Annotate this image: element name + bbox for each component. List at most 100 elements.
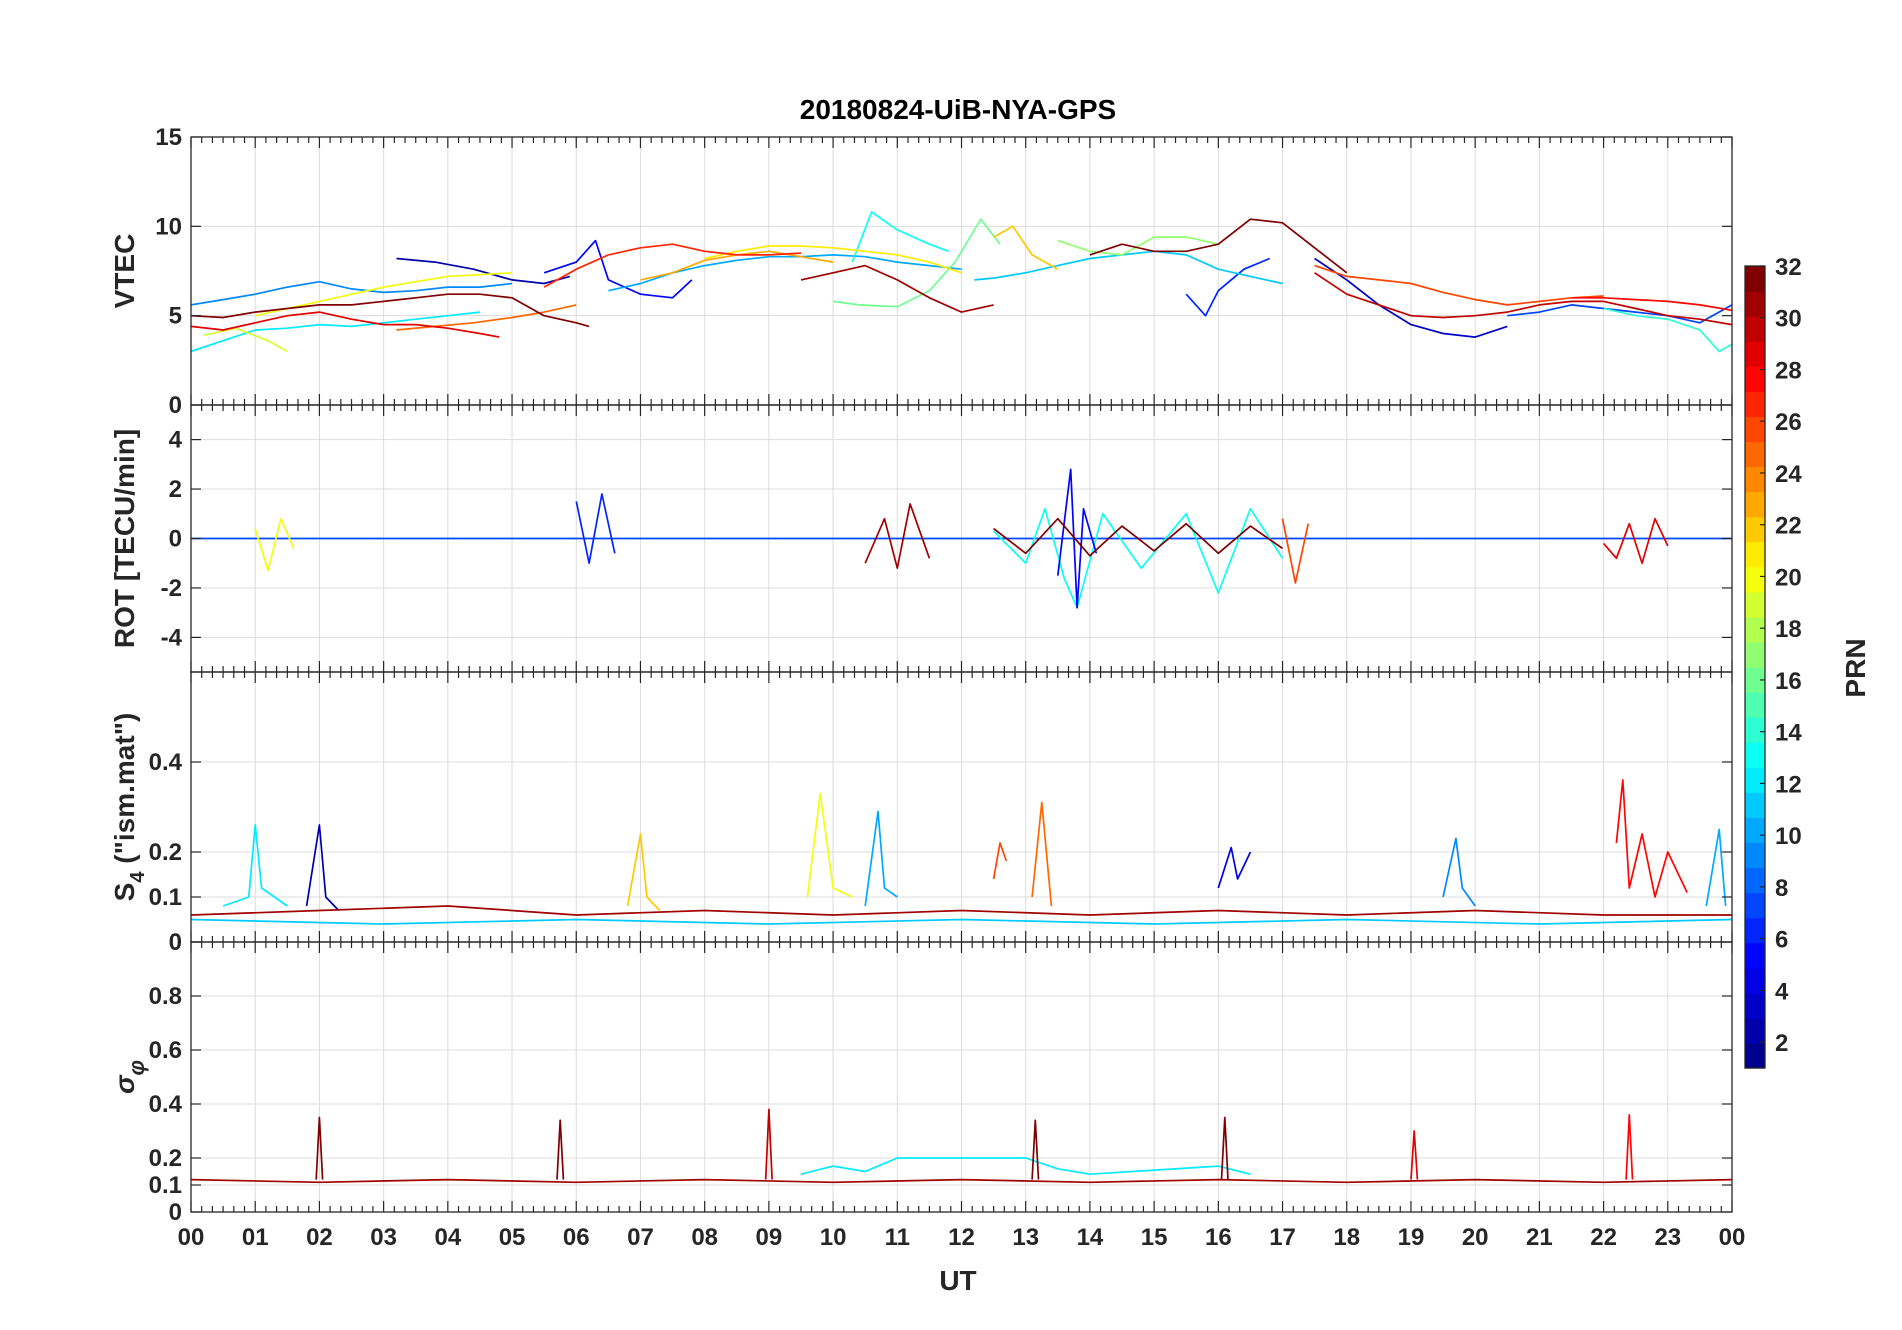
y-tick-label: 0 [169, 392, 182, 419]
colorbar-cell [1745, 767, 1765, 793]
colorbar-cell [1745, 316, 1765, 342]
colorbar-tick-label: 30 [1775, 306, 1802, 333]
y-axis-label: ROT [TECU/min] [109, 429, 140, 648]
x-tick-label: 20 [1462, 1224, 1489, 1251]
colorbar-cell [1745, 792, 1765, 818]
series-prn-29 [1410, 1130, 1419, 1180]
colorbar-tick-label: 14 [1775, 720, 1802, 747]
y-tick-label: 0.2 [149, 1145, 182, 1172]
series-prn-7 [1507, 304, 1732, 324]
series-prn-31 [800, 264, 994, 313]
colorbar-tick-label: 18 [1775, 616, 1802, 643]
series-prn-32 [1220, 1116, 1229, 1180]
colorbar-cell [1745, 692, 1765, 718]
colorbar-tick-label: 6 [1775, 927, 1788, 954]
x-tick-label: 06 [563, 1224, 590, 1251]
colorbar-tick-label: 26 [1775, 409, 1802, 436]
y-tick-label: 0 [169, 929, 182, 956]
colorbar-cell [1745, 466, 1765, 493]
x-axis: 00 01 02 03 04 05 06 07 08 09 10 11 12 13 14 15 16 17 18 19… [178, 1224, 1746, 1251]
series-prn-20 [806, 792, 853, 898]
x-tick-label: 04 [434, 1224, 461, 1251]
series-prn-6 [575, 493, 616, 565]
series-prn-9 [1442, 837, 1476, 907]
y-tick-label: -4 [161, 624, 183, 651]
series-prn-5 [1056, 468, 1098, 609]
colorbar-tick-label: 10 [1775, 823, 1802, 850]
series-prn-32 [315, 1116, 324, 1180]
colorbar-label: PRN [1840, 638, 1871, 697]
series-group [191, 1108, 1732, 1184]
colorbar-cell [1745, 917, 1765, 944]
x-tick-label: 00 [178, 1224, 205, 1251]
y-tick-label: 15 [155, 124, 182, 151]
y-tick-label: 0 [169, 526, 182, 553]
colorbar-cell [1745, 291, 1765, 317]
series-prn-31 [191, 905, 1732, 916]
x-tick-label: 07 [627, 1224, 654, 1251]
series-prn-3 [1314, 257, 1508, 338]
series-prn-13 [851, 211, 949, 263]
colorbar-cell [1745, 892, 1765, 919]
x-tick-label: 19 [1398, 1224, 1425, 1251]
x-tick-label: 12 [948, 1224, 975, 1251]
series-prn-28 [1571, 296, 1732, 312]
y-tick-label: 0.1 [149, 884, 182, 911]
y-tick-label: 0.4 [149, 749, 183, 776]
series-prn-20 [254, 517, 295, 572]
series-prn-32 [993, 517, 1283, 557]
colorbar-cell [1745, 1017, 1765, 1044]
series-prn-32 [191, 293, 590, 328]
series-prn-17 [1057, 236, 1219, 256]
series-group [191, 779, 1732, 925]
y-tick-label: 0.2 [149, 839, 182, 866]
series-prn-22 [626, 833, 661, 912]
x-tick-label: 08 [691, 1224, 718, 1251]
series-group [191, 211, 1732, 353]
series-prn-31 [191, 1178, 1732, 1184]
colorbar-tick-label: 32 [1775, 254, 1802, 281]
series-prn-10 [864, 810, 898, 907]
y-axis-label: σφ [109, 1060, 149, 1094]
colorbar-cell [1745, 266, 1765, 292]
series-prn-30 [1314, 272, 1732, 326]
series-prn-5 [543, 239, 693, 299]
colorbar-tick-label: 24 [1775, 461, 1802, 488]
series-prn-10 [1705, 828, 1727, 907]
series-prn-20 [255, 271, 513, 317]
y-tick-label: 0.1 [149, 1172, 182, 1199]
colorbar-cell [1745, 616, 1765, 643]
x-tick-label: 21 [1526, 1224, 1553, 1251]
y-axis-label: S4 ("ism.mat") [109, 713, 149, 902]
series-prn-29 [1602, 517, 1669, 565]
x-axis-label: UT [939, 1265, 976, 1296]
colorbar-cell [1745, 667, 1765, 693]
y-tick-label: 0.6 [149, 1037, 182, 1064]
y-tick-label: 4 [169, 427, 183, 454]
series-prn-12 [800, 1157, 1251, 1176]
colorbar-cell [1745, 967, 1765, 994]
colorbar-tick-label: 22 [1775, 513, 1802, 540]
x-tick-label: 11 [885, 1224, 910, 1251]
series-prn-32 [556, 1119, 565, 1180]
colorbar-cell [1745, 942, 1765, 969]
series-prn-19 [203, 327, 288, 353]
series-prn-12 [222, 824, 288, 907]
y-tick-label: 0.4 [149, 1091, 183, 1118]
series-prn-6 [1185, 257, 1271, 317]
series-prn-2 [305, 824, 340, 912]
series-prn-25 [1031, 801, 1053, 907]
colorbar-cell [1745, 992, 1765, 1019]
colorbar-cell [1745, 516, 1765, 543]
chart-title: 20180824-UiB-NYA-GPS [800, 94, 1116, 125]
colorbar-tick-label: 12 [1775, 771, 1802, 798]
x-tick-label: 16 [1205, 1224, 1232, 1251]
x-tick-label: 00 [1719, 1224, 1746, 1251]
colorbar-cell [1745, 491, 1765, 518]
series-prn-11 [191, 918, 1732, 925]
series-prn-22 [993, 225, 1059, 270]
y-axis-label: VTEC [109, 234, 140, 309]
series-prn-16 [832, 218, 1001, 308]
